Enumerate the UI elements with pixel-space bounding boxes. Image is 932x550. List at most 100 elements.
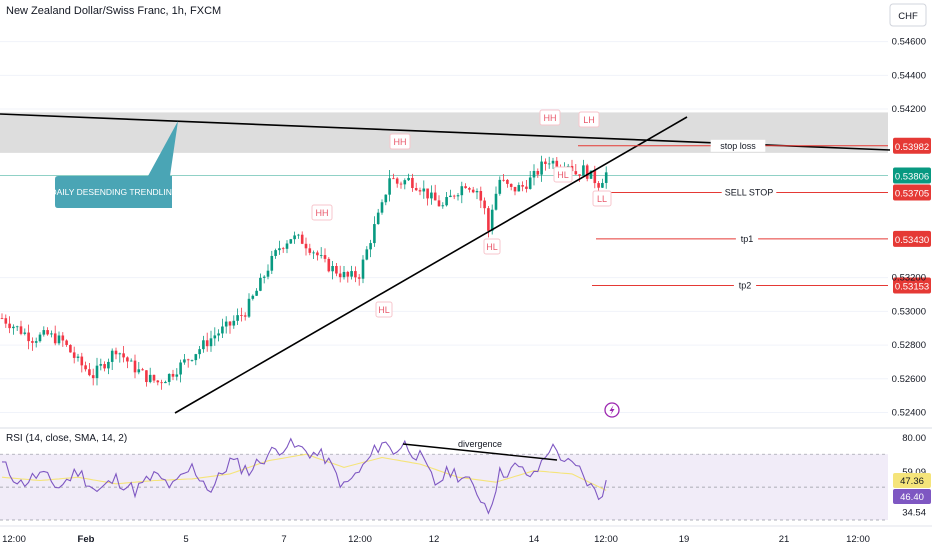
candle-body xyxy=(190,360,194,361)
chart-title: New Zealand Dollar/Swiss Franc, 1h, FXCM xyxy=(6,5,221,17)
candle-body xyxy=(103,364,106,369)
trade-level-tag-text: 0.53982 xyxy=(895,142,929,153)
candle xyxy=(95,357,99,386)
candle xyxy=(521,181,524,192)
pattern-label-hl-3[interactable]: HL xyxy=(375,301,393,318)
candle xyxy=(407,173,410,181)
lightning-icon[interactable] xyxy=(604,402,620,418)
pattern-label-box xyxy=(578,111,600,128)
candle-body xyxy=(198,349,201,355)
candle-body xyxy=(23,332,27,334)
price-tick-label: 0.54600 xyxy=(892,37,926,48)
candle xyxy=(198,345,201,359)
time-axis: 12:00 Feb 5 7 12:00 12 14 12:00 19 21 12:00 xyxy=(2,534,870,545)
trade-level-label: tp2 xyxy=(739,281,752,291)
candle xyxy=(80,352,84,373)
pattern-label-hh-3[interactable]: HH xyxy=(539,109,561,126)
pattern-label-ll[interactable]: LL xyxy=(592,190,612,207)
candle-body xyxy=(175,374,179,377)
candle-body xyxy=(42,330,46,335)
candle xyxy=(213,327,217,346)
candle xyxy=(433,184,437,201)
trade-level-stop-loss[interactable]: stop loss 0.53982 xyxy=(578,137,931,154)
candle xyxy=(494,186,498,211)
candle xyxy=(72,346,76,364)
price-axis: 0.54600 0.54400 0.54200 0.53200 0.53000 0.528… xyxy=(892,37,926,419)
candle xyxy=(224,316,228,334)
callout-text: DAILY DESENDING TRENDLINE xyxy=(50,187,177,197)
candle xyxy=(422,180,426,199)
divergence-line[interactable] xyxy=(402,443,558,461)
candle xyxy=(342,265,346,280)
currency-button[interactable]: CHF xyxy=(889,3,927,27)
candle-body xyxy=(597,183,600,188)
candle xyxy=(129,358,133,362)
trade-level-tp1[interactable]: tp1 0.53430 xyxy=(596,230,931,247)
candle xyxy=(350,265,353,280)
candle xyxy=(202,335,205,353)
candle-body xyxy=(12,326,15,329)
rsi-tag-value: 46.40 xyxy=(893,489,931,504)
candle-body xyxy=(536,170,540,175)
candle xyxy=(551,157,555,169)
candle-body xyxy=(521,185,524,187)
pattern-label-hh-2[interactable]: HH xyxy=(311,204,333,221)
ascending-trendline[interactable] xyxy=(174,116,688,414)
candle-body xyxy=(342,271,346,278)
pattern-label-text: HH xyxy=(394,137,407,147)
candle-body xyxy=(118,353,122,355)
candle xyxy=(160,379,163,390)
trade-level-tag-text: 0.53153 xyxy=(895,282,929,293)
candle xyxy=(194,353,198,366)
candle-body xyxy=(509,183,513,187)
candle xyxy=(8,316,11,334)
time-tick-label: 12:00 xyxy=(594,534,618,545)
candle-body xyxy=(141,369,144,371)
candle-body xyxy=(574,171,578,175)
candle-body xyxy=(445,197,448,206)
candle-body xyxy=(160,382,163,384)
candle-body xyxy=(437,200,441,207)
candle xyxy=(278,240,281,255)
candle xyxy=(574,164,578,176)
candle-body xyxy=(555,160,559,169)
candle-body xyxy=(430,192,433,199)
candle xyxy=(456,193,460,201)
candle xyxy=(126,356,129,369)
candle-body xyxy=(373,224,376,244)
pattern-label-box xyxy=(553,166,573,183)
candle-body xyxy=(490,209,494,231)
pattern-label-box xyxy=(311,204,333,221)
candle xyxy=(475,188,479,200)
candle-body xyxy=(57,335,61,344)
candle xyxy=(460,181,464,204)
pattern-label-lh[interactable]: LH xyxy=(578,111,600,128)
pattern-label-text: LH xyxy=(583,115,595,125)
candle-body xyxy=(585,165,589,179)
trade-level-tp2[interactable]: tp2 0.53153 xyxy=(592,277,931,294)
candle xyxy=(205,332,209,352)
pattern-label-hl-2[interactable]: HL xyxy=(483,238,501,255)
candle xyxy=(183,353,186,365)
candle xyxy=(578,174,581,183)
time-tick-label: 21 xyxy=(779,534,790,545)
candle-body xyxy=(544,161,547,165)
trendline-callout[interactable]: DAILY DESENDING TRENDLINE xyxy=(50,121,178,208)
candle-body xyxy=(91,375,95,379)
trade-level-sell-stop[interactable]: SELL STOP 0.53705 xyxy=(600,184,931,201)
candle xyxy=(308,243,312,256)
candle xyxy=(365,246,369,261)
price-tick-label: 0.53200 xyxy=(892,273,926,284)
rsi-tag-ma: 47.36 xyxy=(893,473,931,488)
pattern-label-hl-1[interactable]: HL xyxy=(553,166,573,183)
candle xyxy=(525,180,528,193)
time-tick-label: 12:00 xyxy=(2,534,26,545)
candle xyxy=(84,361,87,372)
divergence-label: divergence xyxy=(458,439,502,449)
pattern-label-hh-1[interactable]: HH xyxy=(389,133,411,150)
candle xyxy=(289,238,293,244)
candle xyxy=(331,261,334,280)
candle-body xyxy=(224,321,228,327)
candle xyxy=(114,347,118,360)
